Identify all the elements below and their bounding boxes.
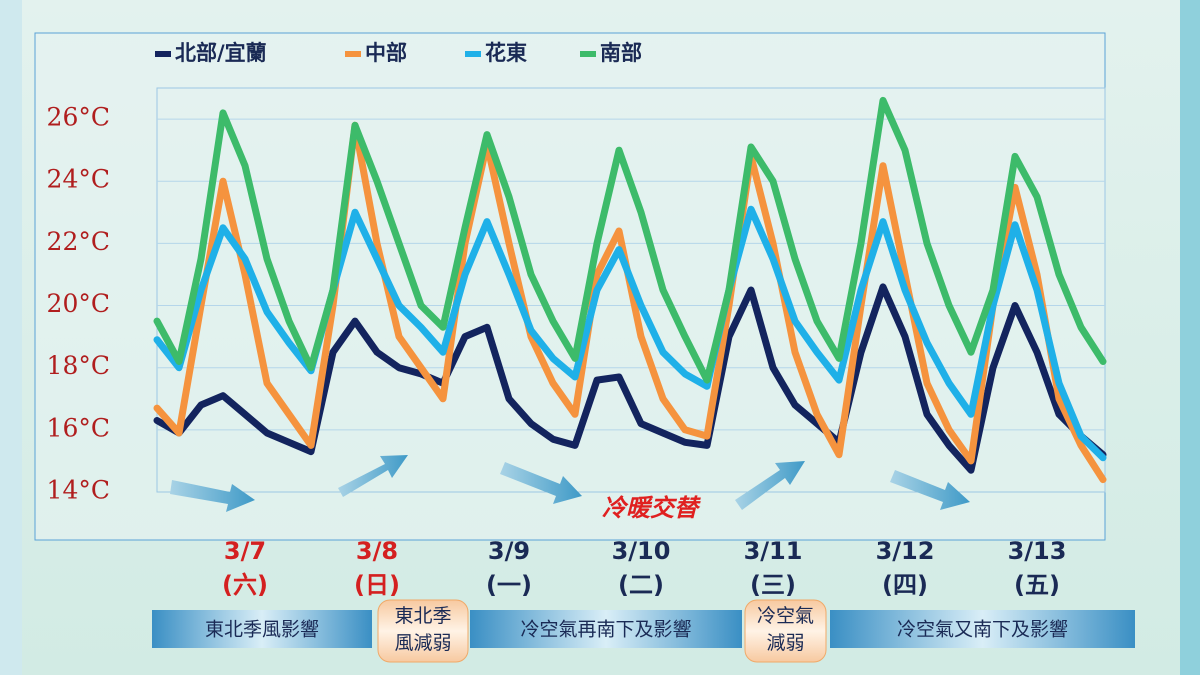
- phase-box: [470, 610, 742, 648]
- arrow: [735, 461, 805, 510]
- phase-box: [152, 610, 372, 648]
- weekday-label: (二): [618, 571, 664, 599]
- phase-label: 冷空氣再南下及影響: [520, 619, 691, 641]
- y-tick-label: 16°C: [47, 413, 110, 442]
- x-tick-label: 3/13: [1008, 537, 1067, 565]
- y-tick-label: 26°C: [47, 103, 110, 132]
- arrow: [170, 480, 255, 512]
- y-tick-label: 22°C: [47, 227, 110, 256]
- legend-swatch: [345, 51, 361, 57]
- legend-swatch: [465, 51, 481, 57]
- arrow: [500, 462, 582, 504]
- weekday-label: (三): [750, 571, 796, 599]
- legend-label: 南部: [600, 41, 642, 65]
- x-tick-label: 3/12: [876, 537, 935, 565]
- legend-label: 花東: [485, 41, 527, 65]
- phase-label: 東北季: [394, 605, 451, 627]
- x-tick-label: 3/11: [744, 537, 803, 565]
- weekday-label: (一): [486, 571, 532, 599]
- arrow: [338, 455, 408, 497]
- arrows: [170, 455, 970, 512]
- chart-frame: [34, 32, 1106, 541]
- series-line: [153, 96, 1107, 384]
- phase-label: 風減弱: [394, 632, 451, 654]
- phase-box: [830, 610, 1135, 648]
- weekday-label: (五): [1014, 571, 1060, 599]
- weekday-label: (四): [882, 571, 928, 599]
- y-tick-label: 14°C: [47, 476, 110, 505]
- phase-label: 東北季風影響: [205, 619, 319, 641]
- phase-label: 冷空氣又南下及影響: [897, 619, 1068, 641]
- legend-swatch: [580, 51, 596, 57]
- legend-swatch: [155, 51, 171, 57]
- phase-box: [377, 599, 469, 663]
- x-tick-label: 3/8: [356, 537, 398, 565]
- y-tick-label: 18°C: [47, 351, 110, 380]
- annotation: 冷暖交替: [602, 494, 701, 522]
- arrow: [890, 470, 970, 510]
- phase-label: 冷空氣: [757, 605, 814, 627]
- y-tick-label: 24°C: [47, 165, 110, 194]
- x-tick-label: 3/9: [488, 537, 530, 565]
- phase-label: 減弱: [766, 632, 804, 654]
- weekday-label: (日): [354, 571, 400, 599]
- legend-label: 北部/宜蘭: [175, 41, 267, 65]
- y-tick-label: 20°C: [47, 289, 110, 318]
- edge: [1180, 0, 1200, 675]
- phase-box: [744, 599, 827, 663]
- weekday-label: (六): [222, 571, 268, 599]
- x-tick-label: 3/10: [612, 537, 671, 565]
- plot-frame: [156, 87, 1106, 493]
- x-tick-label: 3/7: [224, 537, 266, 565]
- legend-label: 中部: [365, 41, 407, 65]
